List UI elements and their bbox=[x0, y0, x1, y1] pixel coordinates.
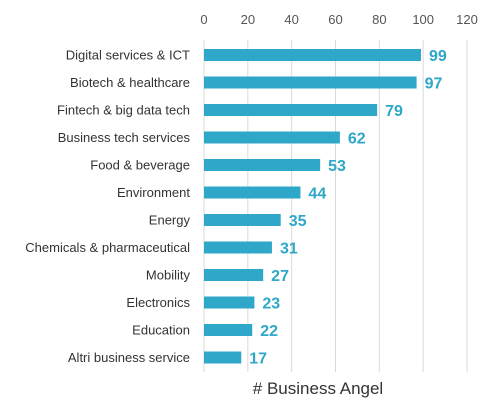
bars bbox=[204, 49, 421, 364]
category-label: Food & beverage bbox=[90, 158, 190, 173]
category-label: Environment bbox=[117, 185, 190, 200]
x-tick-label: 120 bbox=[456, 12, 478, 27]
category-label: Electronics bbox=[126, 295, 190, 310]
category-label: Biotech & healthcare bbox=[70, 75, 190, 90]
bar bbox=[204, 351, 242, 364]
x-axis-ticks: 0 20 40 60 80 100 120 bbox=[200, 12, 477, 27]
bar bbox=[204, 296, 255, 309]
category-label: Business tech services bbox=[58, 130, 191, 145]
value-label: 22 bbox=[260, 323, 278, 340]
bar bbox=[204, 269, 264, 281]
bar bbox=[204, 131, 340, 144]
value-label: 17 bbox=[249, 351, 267, 368]
x-tick-label: 60 bbox=[328, 12, 342, 27]
value-label: 62 bbox=[348, 131, 366, 148]
category-label: Altri business service bbox=[68, 350, 190, 365]
value-label: 23 bbox=[262, 296, 280, 313]
category-label: Energy bbox=[149, 213, 191, 228]
category-label: Mobility bbox=[146, 268, 191, 283]
bar bbox=[204, 159, 321, 171]
value-label: 27 bbox=[271, 268, 289, 285]
value-label: 44 bbox=[308, 186, 326, 203]
x-tick-label: 0 bbox=[200, 12, 207, 27]
value-label: 53 bbox=[328, 158, 346, 175]
x-tick-label: 20 bbox=[241, 12, 255, 27]
value-label: 79 bbox=[385, 103, 403, 120]
category-label: Chemicals & pharmaceutical bbox=[25, 240, 190, 255]
value-label: 99 bbox=[429, 48, 447, 65]
value-label: 97 bbox=[425, 76, 443, 93]
category-label: Digital services & ICT bbox=[66, 48, 190, 63]
value-label: 31 bbox=[280, 241, 298, 258]
x-tick-label: 100 bbox=[412, 12, 434, 27]
category-label: Education bbox=[132, 323, 190, 338]
category-labels: Digital services & ICT Biotech & healthca… bbox=[25, 48, 190, 366]
category-label: Fintech & big data tech bbox=[57, 103, 190, 118]
bar bbox=[204, 324, 253, 336]
bar bbox=[204, 76, 417, 89]
value-label: 35 bbox=[289, 213, 307, 230]
gridlines bbox=[203, 40, 468, 372]
x-tick-label: 40 bbox=[284, 12, 298, 27]
bar bbox=[204, 241, 272, 254]
bar bbox=[204, 104, 378, 116]
bar bbox=[204, 186, 301, 199]
x-axis-title: # Business Angel bbox=[253, 379, 383, 398]
bar bbox=[204, 49, 421, 61]
x-tick-label: 80 bbox=[372, 12, 386, 27]
bar bbox=[204, 214, 281, 226]
